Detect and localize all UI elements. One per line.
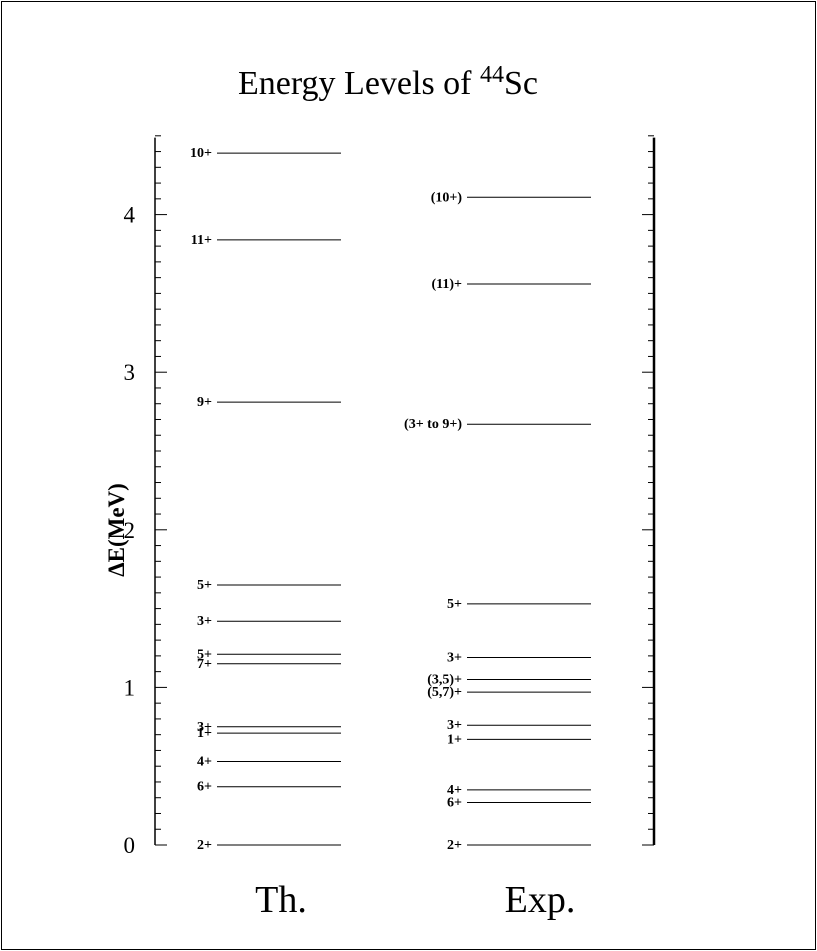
column-labels-group: Th. Exp.: [255, 879, 575, 921]
experiment-column-title: Exp.: [505, 879, 576, 921]
y-tick-label: 1: [124, 675, 136, 700]
experiment-level-label: 6+: [447, 795, 462, 810]
y-tick-label: 4: [124, 203, 136, 228]
experiment-level-label: (3,5)+: [427, 673, 462, 688]
theory-column-title: Th.: [255, 879, 307, 921]
experiment-level-label: (11)+: [431, 277, 462, 292]
chart-title-suffix: Sc: [504, 65, 538, 102]
theory-level-label: 3+: [197, 720, 212, 735]
y-tick-label: 0: [124, 833, 136, 858]
experiment-level-label: 2+: [447, 838, 462, 853]
experiment-level-label: (3+ to 9+): [404, 417, 462, 432]
theory-level-label: 7+: [197, 657, 212, 672]
experiment-level-label: 3+: [447, 718, 462, 733]
theory-level-label: 3+: [197, 614, 212, 629]
experiment-level-label: 4+: [447, 783, 462, 798]
theory-level-label: 1+: [197, 726, 212, 741]
experiment-level-label: (5,7)+: [427, 685, 462, 700]
axes-group: 0 1 2 3 4: [124, 135, 656, 858]
chart-title-superscript: 44: [480, 62, 504, 88]
theory-level-label: 9+: [197, 395, 212, 410]
experiment-level-label: 5+: [447, 597, 462, 612]
theory-level-label: 6+: [197, 780, 212, 795]
theory-level-label: 2+: [197, 838, 212, 853]
experiment-level-label: 3+: [447, 650, 462, 665]
theory-level-label: 10+: [190, 146, 212, 161]
theory-level-label: 5+: [197, 647, 212, 662]
chart-title: Energy Levels of 44Sc: [238, 62, 538, 102]
chart-title-main: Energy Levels of: [238, 65, 480, 102]
y-tick-label: 3: [124, 360, 136, 385]
theory-level-label: 4+: [197, 754, 212, 769]
experiment-level-label: 1+: [447, 732, 462, 747]
theory-level-label: 5+: [197, 578, 212, 593]
y-axis-label: ΔE(MeV): [104, 483, 129, 577]
theory-level-label: 11+: [191, 233, 212, 248]
levels-group: 2+6+4+1+3+7+5+3+5+9+11+10+2+6+4+1+3+(5,7…: [190, 146, 591, 853]
y-tick-label: 2: [124, 518, 136, 543]
experiment-level-label: (10+): [431, 190, 463, 205]
